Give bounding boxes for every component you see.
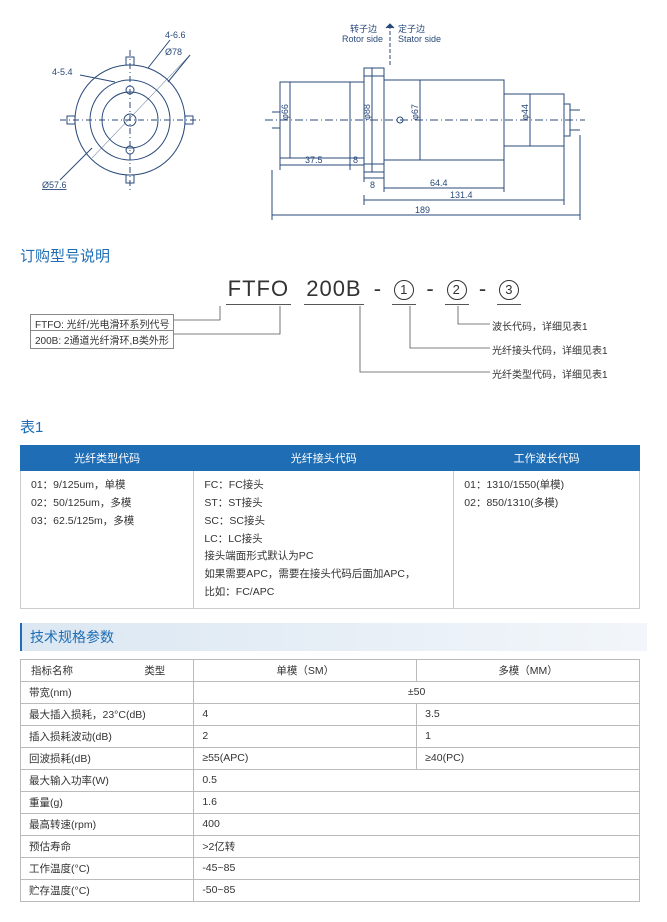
dim-phi88: φ88 <box>362 104 372 120</box>
spec-row-value: -45~85 <box>194 857 640 879</box>
t1-h1: 光纤类型代码 <box>21 446 194 471</box>
t1-c2: FC：FC接头 ST：ST接头 SC：SC接头 LC：LC接头 接头端面形式默认… <box>194 471 454 609</box>
wavelength-label: 波长代码，详细见表1 <box>492 318 588 333</box>
spec-col-mm: 多模（MM） <box>417 659 640 681</box>
placeholder-1: 1 <box>394 280 414 300</box>
dim-phi67: φ67 <box>410 104 420 120</box>
sep2: - <box>426 276 434 301</box>
dim-phi44: φ44 <box>520 104 530 120</box>
spec-row-value: -50~85 <box>194 879 640 901</box>
t1-c3: 01：1310/1550(单模) 02：850/1310(多模) <box>454 471 640 609</box>
spec-row-value: ±50 <box>194 681 640 703</box>
dim-37.5: 37.5 <box>305 155 323 165</box>
spec-table: 指标名称 类型 单模（SM） 多模（MM） 带宽(nm)±50最大插入损耗，23… <box>20 659 640 902</box>
seg-ftfo: FTFO <box>226 276 291 305</box>
spec-row-mm: ≥40(PC) <box>417 747 640 769</box>
rotor-en: Rotor side <box>342 34 383 44</box>
table1: 光纤类型代码 光纤接头代码 工作波长代码 01：9/125um，单模 02：50… <box>20 445 640 609</box>
t1-h2: 光纤接头代码 <box>194 446 454 471</box>
spec-row-value: >2亿转 <box>194 835 640 857</box>
spec-row-value: 1.6 <box>194 791 640 813</box>
sep3: - <box>479 276 487 301</box>
ordering-title: 订购型号说明 <box>20 245 647 266</box>
spec-header: 技术规格参数 <box>20 623 647 651</box>
spec-row-name: 最大输入功率(W) <box>21 769 194 791</box>
dim-8b: 8 <box>370 180 375 190</box>
dim-phi66: φ66 <box>280 104 290 120</box>
dim-4-5.4: 4-5.4 <box>52 67 73 77</box>
spec-col-name: 指标名称 <box>31 665 73 677</box>
spec-row-name: 重量(g) <box>21 791 194 813</box>
model-code: FTFO 200B - 1 - 2 - 3 <box>223 276 525 305</box>
spec-row-value: 400 <box>194 813 640 835</box>
dim-phi57.6: Ø57.6 <box>42 180 67 190</box>
model-code-block: FTFO 200B - 1 - 2 - 3 FTFO: 光纤/光电滑环系列代号 … <box>20 276 647 406</box>
spec-row-mm: 3.5 <box>417 703 640 725</box>
spec-row-name: 插入损耗波动(dB) <box>21 725 194 747</box>
connector-label: 光纤接头代码，详细见表1 <box>492 342 608 357</box>
dim-phi78: Ø78 <box>165 47 182 57</box>
spec-row-name: 带宽(nm) <box>21 681 194 703</box>
t1-c1: 01：9/125um，单模 02：50/125um，多模 03：62.5/125… <box>21 471 194 609</box>
stator-en: Stator side <box>398 34 441 44</box>
spec-row-name: 最大插入损耗，23°C(dB) <box>21 703 194 725</box>
sep1: - <box>374 276 382 301</box>
dim-64.4: 64.4 <box>430 178 448 188</box>
dim-8a: 8 <box>353 155 358 165</box>
seg-200b: 200B <box>304 276 363 305</box>
placeholder-2: 2 <box>447 280 467 300</box>
spec-row-name: 工作温度(°C) <box>21 857 194 879</box>
spec-row-value: 0.5 <box>194 769 640 791</box>
spec-row-sm: 4 <box>194 703 417 725</box>
fibertype-label: 光纤类型代码，详细见表1 <box>492 366 608 381</box>
rotor-cn: 转子边 <box>350 23 377 34</box>
table1-title: 表1 <box>20 416 647 437</box>
t1-h3: 工作波长代码 <box>454 446 640 471</box>
spec-row-sm: 2 <box>194 725 417 747</box>
spec-row-name: 回波损耗(dB) <box>21 747 194 769</box>
spec-col-type: 类型 <box>144 663 185 678</box>
spec-row-name: 贮存温度(°C) <box>21 879 194 901</box>
dim-131.4: 131.4 <box>450 190 473 200</box>
spec-row-name: 预估寿命 <box>21 835 194 857</box>
spec-row-mm: 1 <box>417 725 640 747</box>
stator-cn: 定子边 <box>398 23 425 34</box>
placeholder-3: 3 <box>499 280 519 300</box>
spec-col-sm: 单模（SM） <box>194 659 417 681</box>
technical-drawing: 4-6.6 Ø78 4-5.4 Ø57.6 转子边 Rotor side 定子边… <box>20 20 640 230</box>
200b-desc-box: 200B: 2通道光纤滑环,B类外形 <box>30 330 174 349</box>
spec-row-name: 最高转速(rpm) <box>21 813 194 835</box>
dim-4-6.6: 4-6.6 <box>165 30 186 40</box>
dim-189: 189 <box>415 205 430 215</box>
spec-row-sm: ≥55(APC) <box>194 747 417 769</box>
